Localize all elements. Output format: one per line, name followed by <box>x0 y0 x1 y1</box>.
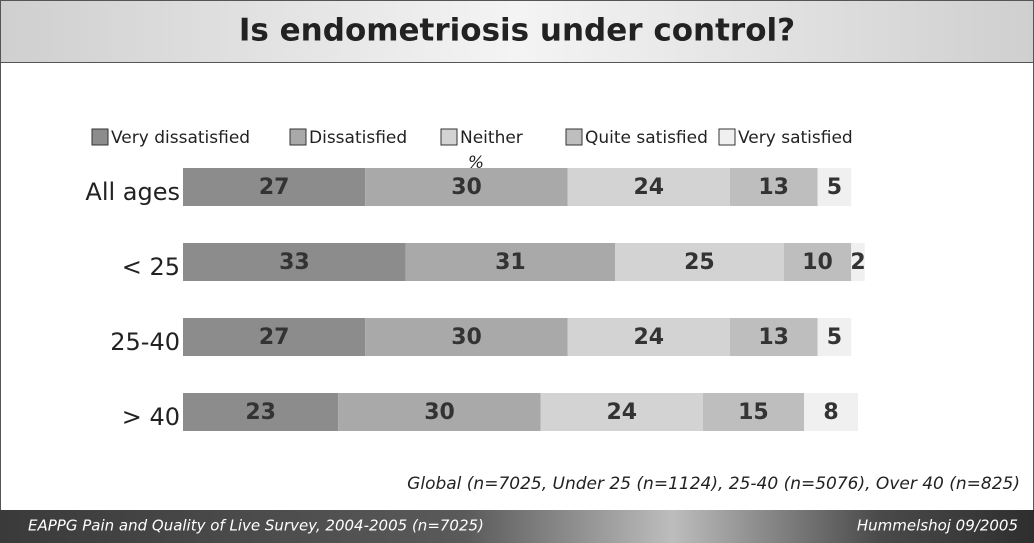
value-label: 30 <box>451 325 482 350</box>
value-label: 31 <box>495 250 526 275</box>
value-label: 33 <box>279 250 310 275</box>
y-tick-label: All ages <box>85 178 180 206</box>
chart-title: Is endometriosis under control? <box>239 13 795 49</box>
legend-label: Very satisfied <box>738 128 853 148</box>
legend-label: Neither <box>460 128 523 148</box>
footer-band <box>0 510 1034 543</box>
bar-segment <box>702 393 804 431</box>
value-label: 5 <box>827 175 842 200</box>
legend-swatch <box>91 128 109 146</box>
value-label: 10 <box>802 250 833 275</box>
legend-label: Very dissatisfied <box>111 128 250 148</box>
legend-swatch <box>440 128 458 146</box>
bar-segment <box>183 318 366 356</box>
legend-swatch <box>565 128 583 146</box>
value-label: 27 <box>259 175 290 200</box>
bar-segment <box>615 243 784 281</box>
y-tick-label: > 40 <box>122 403 180 431</box>
bar-segment <box>804 393 858 431</box>
value-label: 24 <box>633 175 664 200</box>
bar-segment <box>183 243 406 281</box>
y-tick-label: 25-40 <box>110 328 180 356</box>
bar-segment <box>338 393 541 431</box>
legend-swatch <box>718 128 736 146</box>
value-label: 30 <box>424 400 455 425</box>
legend-swatch <box>289 128 307 146</box>
title-band <box>0 0 1034 63</box>
bar-segment <box>817 168 852 206</box>
bar-segment <box>729 318 818 356</box>
value-label: 5 <box>827 325 842 350</box>
legend-label: Dissatisfied <box>309 128 407 148</box>
footer-left: EAPPG Pain and Quality of Live Survey, 2… <box>28 517 484 535</box>
bar-segment <box>365 318 568 356</box>
bar-segment <box>183 393 339 431</box>
value-label: 15 <box>738 400 769 425</box>
value-label: 30 <box>451 175 482 200</box>
footer-right: Hummelshoj 09/2005 <box>857 517 1018 535</box>
value-label: 8 <box>823 400 838 425</box>
legend-label: Quite satisfied <box>585 128 708 148</box>
note: Global (n=7025, Under 25 (n=1124), 25-40… <box>407 474 1020 494</box>
bar-segment <box>540 393 703 431</box>
value-label: 27 <box>259 325 290 350</box>
bar-segment <box>405 243 615 281</box>
value-label: 13 <box>758 175 789 200</box>
value-label: 23 <box>245 400 276 425</box>
bar-segment <box>851 243 865 281</box>
bar-segment <box>729 168 818 206</box>
value-label: 13 <box>758 325 789 350</box>
bar-segment <box>817 318 852 356</box>
bar-segment <box>783 243 852 281</box>
bar-segment <box>183 168 366 206</box>
value-label: 2 <box>850 250 865 275</box>
bar-segment <box>567 318 730 356</box>
bar-segment <box>567 168 730 206</box>
bar-segment <box>365 168 568 206</box>
y-tick-label: < 25 <box>122 253 180 281</box>
value-label: 24 <box>633 325 664 350</box>
value-label: 24 <box>606 400 637 425</box>
value-label: 25 <box>684 250 715 275</box>
